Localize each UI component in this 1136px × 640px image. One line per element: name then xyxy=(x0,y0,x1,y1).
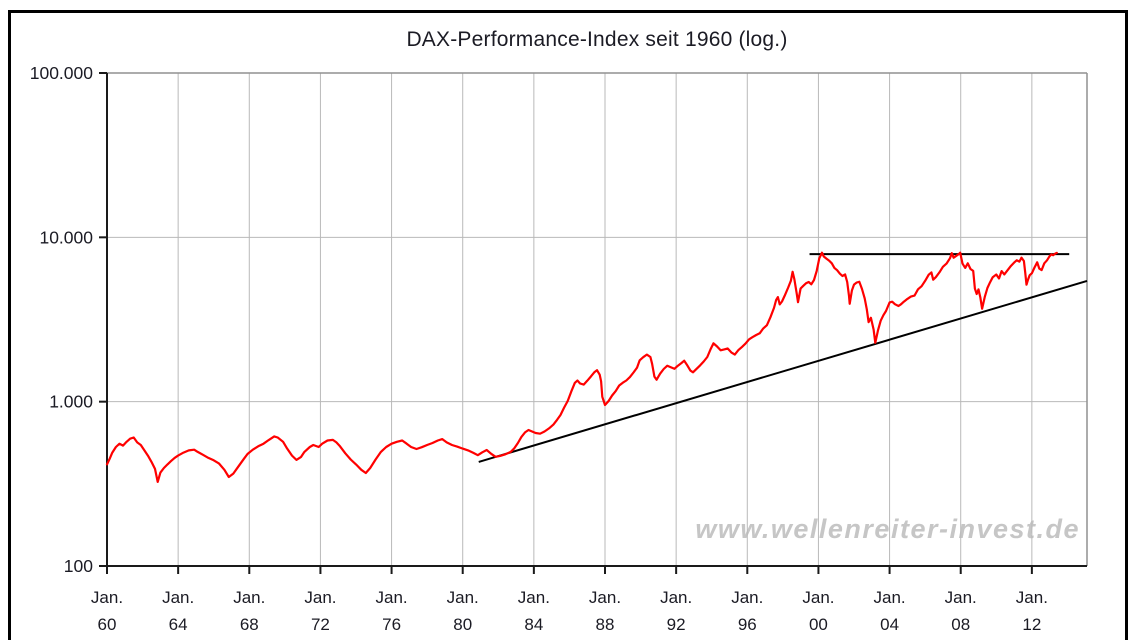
x-axis-label-year: 84 xyxy=(524,615,543,634)
x-axis-label-month: Jan. xyxy=(945,588,977,607)
x-axis-label-year: 60 xyxy=(98,615,117,634)
x-axis-label-month: Jan. xyxy=(802,588,834,607)
x-axis-label-month: Jan. xyxy=(731,588,763,607)
rising-trendline xyxy=(478,279,1088,463)
x-axis-label-month: Jan. xyxy=(589,588,621,607)
x-axis-label-month: Jan. xyxy=(447,588,479,607)
x-axis-label-month: Jan. xyxy=(162,588,194,607)
x-axis-label-month: Jan. xyxy=(304,588,336,607)
x-axis-label-year: 88 xyxy=(596,615,615,634)
y-axis-label: 1.000 xyxy=(49,392,93,412)
x-axis-label-year: 80 xyxy=(453,615,472,634)
x-axis-label-year: 72 xyxy=(311,615,330,634)
x-axis-label-month: Jan. xyxy=(660,588,692,607)
x-axis-label-year: 76 xyxy=(382,615,401,634)
x-axis-label-year: 68 xyxy=(240,615,259,634)
x-axis-label-year: 08 xyxy=(951,615,970,634)
x-axis-label-year: 92 xyxy=(667,615,686,634)
x-axis-label-year: 96 xyxy=(738,615,757,634)
y-axis-label: 100.000 xyxy=(30,63,94,83)
dax-series-line xyxy=(105,251,1058,483)
x-axis-label-month: Jan. xyxy=(233,588,265,607)
x-axis-label-month: Jan. xyxy=(1016,588,1048,607)
x-axis-label-year: 00 xyxy=(809,615,828,634)
x-axis-label-month: Jan. xyxy=(91,588,123,607)
x-axis-label-month: Jan. xyxy=(376,588,408,607)
x-axis-label-year: 12 xyxy=(1022,615,1041,634)
x-axis-label-year: 04 xyxy=(880,615,899,634)
y-axis-label: 10.000 xyxy=(39,227,93,247)
x-axis-label-year: 64 xyxy=(169,615,188,634)
x-axis-label-month: Jan. xyxy=(874,588,906,607)
x-axis-label-month: Jan. xyxy=(518,588,550,607)
y-axis-label: 100 xyxy=(64,556,93,576)
watermark-text: www.wellenreiter-invest.de xyxy=(695,514,1080,544)
chart-title: DAX-Performance-Index seit 1960 (log.) xyxy=(406,28,788,51)
